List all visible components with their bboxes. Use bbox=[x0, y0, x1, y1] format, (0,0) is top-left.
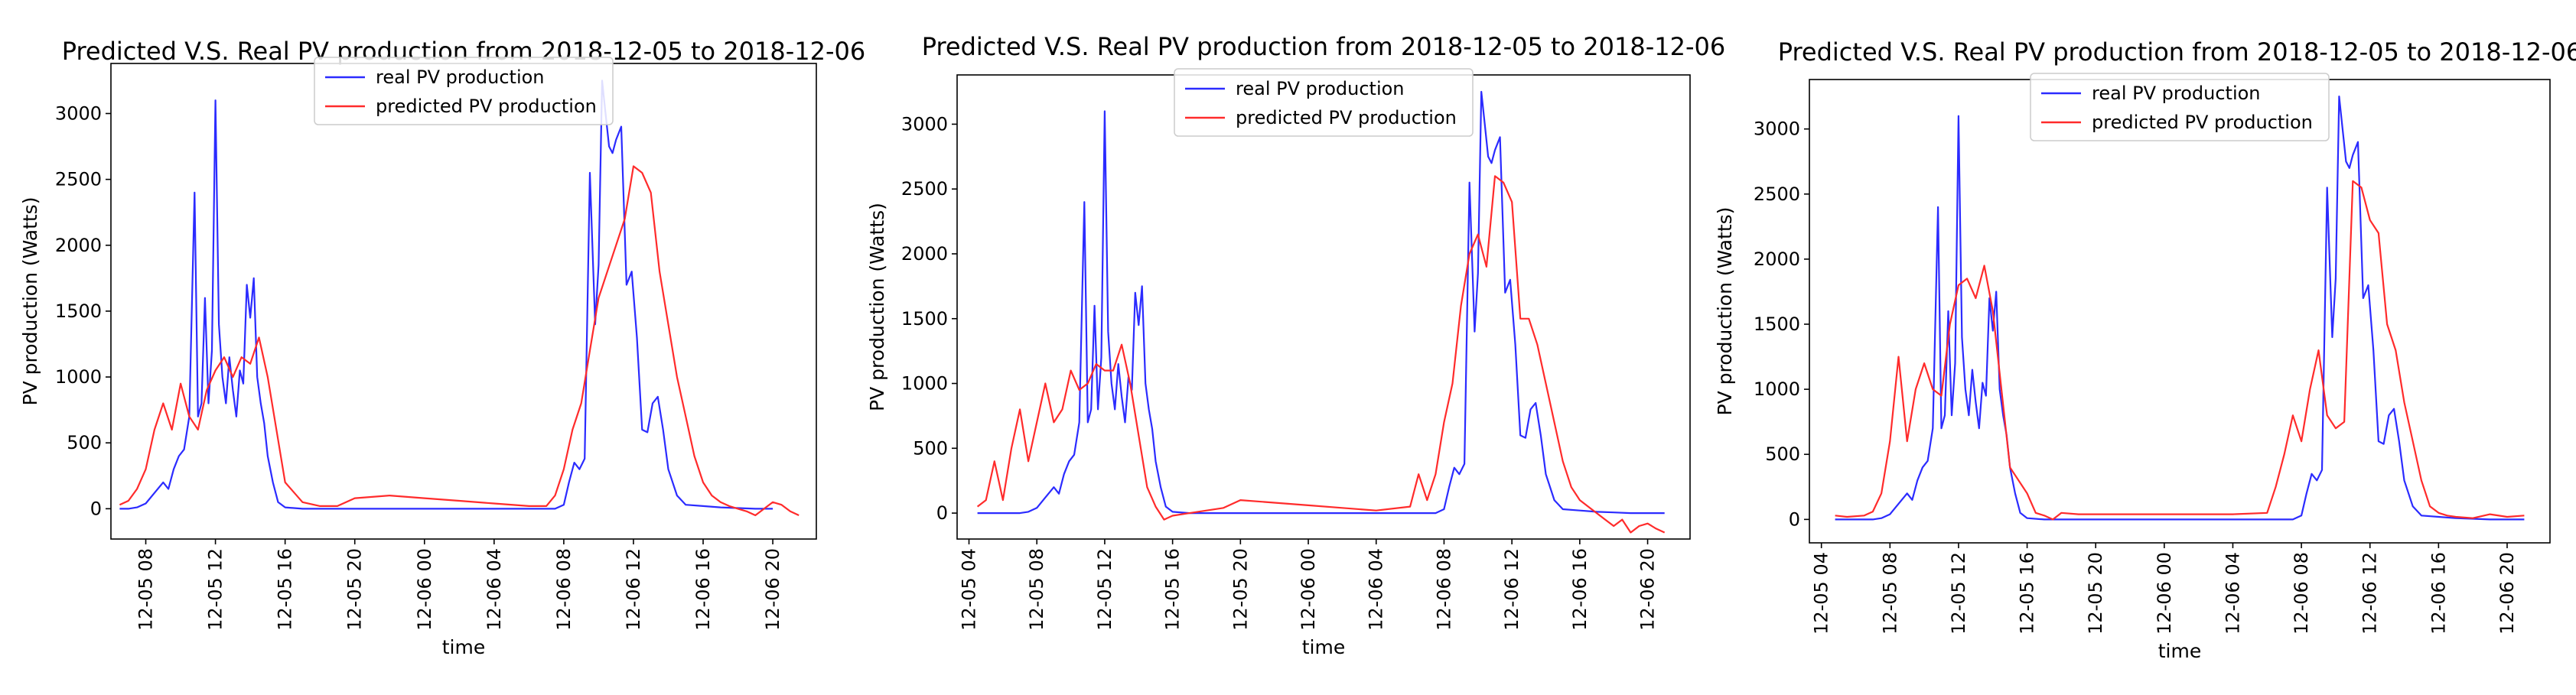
legend-label-real: real PV production bbox=[1236, 78, 1405, 99]
y-tick-label: 1000 bbox=[1754, 378, 1800, 400]
x-tick-label: 12-05 12 bbox=[205, 548, 226, 631]
x-tick-label: 12-05 20 bbox=[344, 548, 366, 631]
x-tick-label: 12-06 12 bbox=[1501, 548, 1522, 631]
y-tick-label: 1500 bbox=[1754, 313, 1800, 335]
x-tick-label: 12-06 16 bbox=[2428, 552, 2449, 635]
legend: real PV production predicted PV productio… bbox=[314, 57, 614, 125]
y-tick-label: 3000 bbox=[1754, 119, 1800, 140]
series-line-predicted bbox=[1835, 180, 2525, 521]
x-tick-label: 12-06 20 bbox=[1637, 548, 1659, 631]
x-axis-label: time bbox=[1302, 636, 1345, 658]
y-tick-label: 1000 bbox=[55, 366, 102, 388]
x-tick-label: 12-05 16 bbox=[275, 548, 296, 631]
x-tick-label: 12-05 04 bbox=[1811, 552, 1832, 635]
y-tick-label: 0 bbox=[1789, 508, 1800, 530]
y-axis-label: PV production (Watts) bbox=[19, 197, 41, 406]
x-tick-label: 12-06 20 bbox=[762, 548, 783, 631]
y-tick-label: 1500 bbox=[55, 300, 102, 322]
x-axis-label: time bbox=[2158, 640, 2201, 662]
y-tick-label: 0 bbox=[90, 498, 102, 519]
x-tick-label: 12-05 08 bbox=[1026, 548, 1047, 631]
chart-panel-3: 0 500 1000 1500 2000 2500 3000 12-05 04 12-05 08… bbox=[1714, 37, 2576, 662]
y-tick-label: 2000 bbox=[55, 235, 102, 256]
legend: real PV production predicted PV productio… bbox=[2030, 73, 2330, 141]
x-tick-label: 12-05 20 bbox=[1229, 548, 1251, 631]
x-tick-label: 12-05 16 bbox=[2017, 552, 2038, 635]
legend-label-predicted: predicted PV production bbox=[1236, 107, 1457, 128]
y-tick-label: 2000 bbox=[1754, 248, 1800, 270]
x-tick-label: 12-06 08 bbox=[553, 548, 575, 631]
y-tick-label: 1000 bbox=[901, 373, 948, 395]
y-tick-label: 500 bbox=[1765, 443, 1800, 465]
y-tick-label: 500 bbox=[913, 437, 948, 459]
x-tick-label: 12-05 08 bbox=[1879, 552, 1900, 635]
legend-label-real: real PV production bbox=[2092, 83, 2261, 104]
chart-panel-1: 0 500 1000 1500 2000 2500 3000 12-05 08 12-05 12… bbox=[19, 37, 865, 658]
x-axis-label: time bbox=[442, 636, 485, 658]
x-tick-label: 12-05 04 bbox=[959, 548, 980, 631]
chart-title: Predicted V.S. Real PV production from 2… bbox=[922, 32, 1726, 61]
x-tick-label: 12-06 04 bbox=[2222, 552, 2243, 635]
x-tick-label: 12-06 16 bbox=[1569, 548, 1591, 631]
legend-label-predicted: predicted PV production bbox=[2092, 112, 2313, 133]
axes-frame bbox=[956, 74, 1691, 540]
x-tick-label: 12-06 00 bbox=[414, 548, 435, 631]
series-line-real bbox=[119, 80, 773, 510]
chart-title: Predicted V.S. Real PV production from 2… bbox=[1778, 37, 2576, 67]
series-line-predicted bbox=[119, 165, 800, 517]
y-tick-label: 2500 bbox=[55, 169, 102, 190]
x-tick-label: 12-06 08 bbox=[1433, 548, 1454, 631]
x-tick-label: 12-06 12 bbox=[2359, 552, 2381, 635]
legend-box bbox=[314, 57, 614, 125]
x-tick-label: 12-06 00 bbox=[1298, 548, 1319, 631]
x-tick-label: 12-05 12 bbox=[1094, 548, 1115, 631]
series-line-real bbox=[977, 90, 1665, 515]
x-tick-label: 12-05 20 bbox=[2085, 552, 2106, 635]
x-tick-label: 12-06 16 bbox=[692, 548, 714, 631]
chart-panel-2: 0 500 1000 1500 2000 2500 3000 12-05 04 12-05 08… bbox=[866, 32, 1725, 658]
y-tick-label: 3000 bbox=[901, 113, 948, 135]
y-axis-label: PV production (Watts) bbox=[1714, 207, 1736, 416]
y-tick-label: 2000 bbox=[901, 243, 948, 265]
series-line-predicted bbox=[976, 175, 1666, 534]
y-tick-label: 2500 bbox=[1754, 183, 1800, 205]
legend: real PV production predicted PV productio… bbox=[1174, 68, 1474, 137]
y-axis-label: PV production (Watts) bbox=[866, 203, 888, 411]
x-tick-label: 12-06 12 bbox=[623, 548, 644, 631]
y-tick-label: 500 bbox=[67, 432, 102, 453]
y-tick-label: 1500 bbox=[901, 308, 948, 330]
x-tick-label: 12-06 00 bbox=[2154, 552, 2175, 635]
x-tick-label: 12-06 04 bbox=[1366, 548, 1387, 631]
legend-label-real: real PV production bbox=[376, 67, 545, 88]
y-tick-label: 0 bbox=[936, 502, 948, 524]
x-tick-label: 12-06 20 bbox=[2496, 552, 2518, 635]
x-tick-label: 12-06 08 bbox=[2291, 552, 2312, 635]
legend-box bbox=[2030, 73, 2330, 141]
y-tick-label: 3000 bbox=[55, 102, 102, 124]
legend-box bbox=[1174, 68, 1474, 137]
y-tick-label: 2500 bbox=[901, 178, 948, 200]
series-line-real bbox=[1835, 95, 2525, 521]
x-tick-label: 12-05 16 bbox=[1162, 548, 1184, 631]
x-tick-label: 12-05 12 bbox=[1948, 552, 1969, 635]
x-tick-label: 12-06 04 bbox=[484, 548, 505, 631]
legend-label-predicted: predicted PV production bbox=[376, 96, 597, 117]
x-tick-label: 12-05 08 bbox=[135, 548, 157, 631]
